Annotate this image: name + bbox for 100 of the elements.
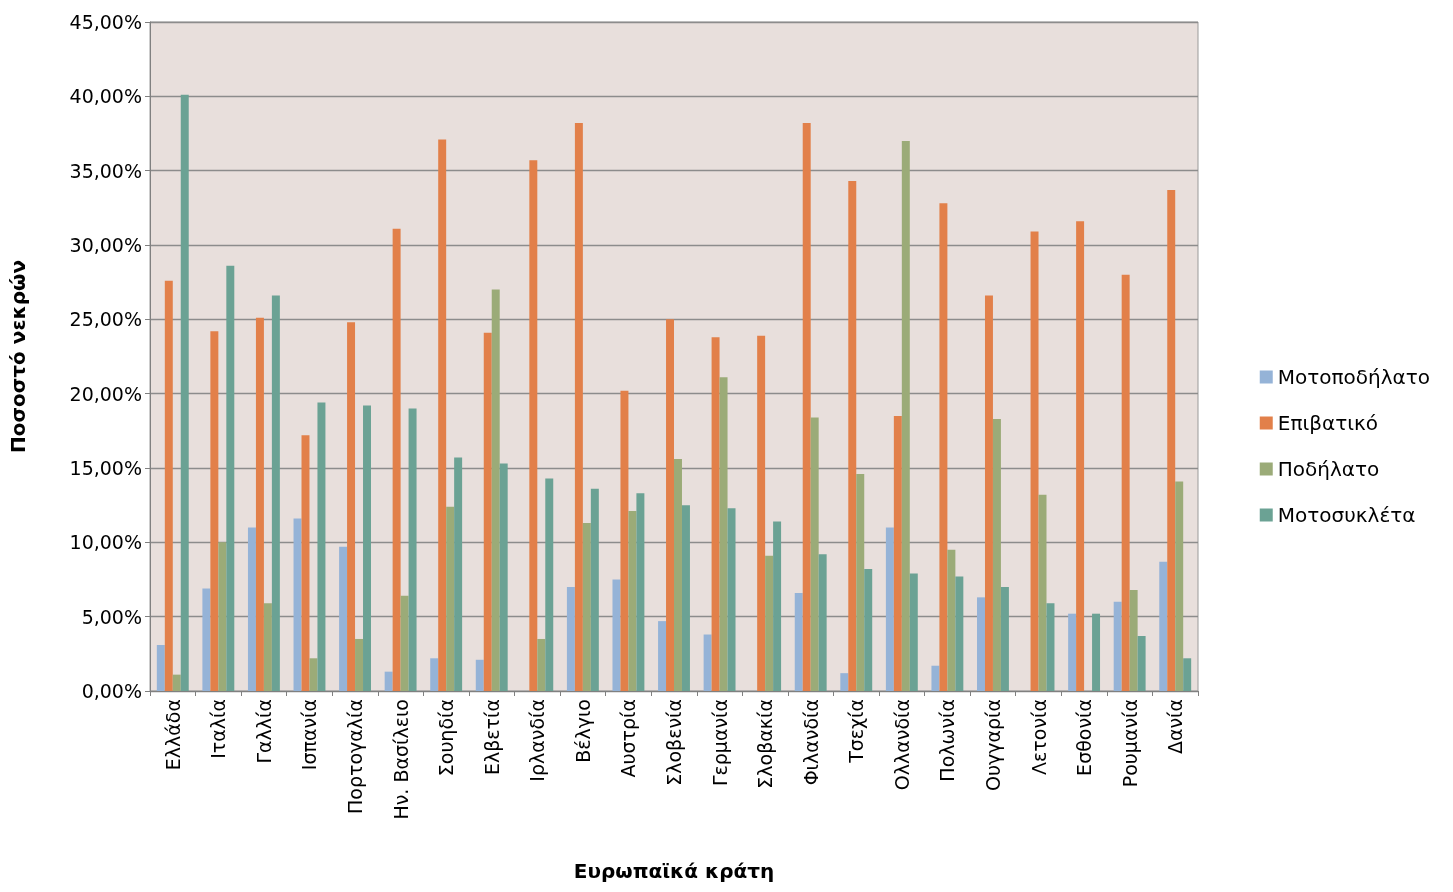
bar: [226, 265, 235, 691]
x-tick-label: Ελβετία: [480, 699, 503, 776]
y-tick-label: 30,00%: [69, 234, 142, 256]
legend-label: Μοτοσυκλέτα: [1277, 503, 1416, 527]
bar: [545, 478, 554, 691]
bar: [210, 331, 219, 691]
bar: [955, 576, 964, 691]
legend-label: Ποδήλατο: [1277, 457, 1380, 481]
bar: [590, 488, 599, 691]
x-axis-title: Ευρωπαϊκά κράτη: [573, 859, 775, 883]
bar: [1076, 221, 1085, 691]
bar: [255, 317, 264, 691]
bar: [363, 405, 371, 691]
legend-label: Μοτοποδήλατο: [1277, 365, 1431, 389]
bar: [355, 638, 364, 691]
bar: [703, 634, 712, 691]
y-tick-label: 45,00%: [69, 11, 142, 33]
bar: [1000, 586, 1009, 691]
bar: [818, 554, 827, 691]
x-tick-label: Δανία: [1164, 699, 1187, 755]
bar: [384, 671, 393, 691]
bar: [1121, 274, 1130, 691]
x-tick-label: Ιρλανδία: [526, 699, 549, 782]
bar: [499, 463, 508, 691]
y-tick-label: 20,00%: [69, 382, 142, 405]
bar: [475, 659, 484, 691]
bar: [727, 508, 736, 691]
bar: [947, 549, 956, 691]
bar: [802, 123, 811, 691]
x-tick-label: Ολλανδία: [890, 699, 913, 791]
bar: [658, 621, 667, 691]
bar: [339, 546, 348, 691]
bar: [1046, 603, 1055, 691]
x-tick-label: Ουγγαρία: [981, 699, 1004, 791]
bar: [794, 592, 803, 691]
bar: [156, 644, 165, 691]
bar: [164, 280, 173, 691]
y-tick-label: 25,00%: [69, 308, 142, 331]
bar: [347, 322, 356, 691]
bar: [885, 527, 894, 691]
bar: [848, 181, 857, 691]
bar: [810, 417, 819, 691]
bar: [180, 94, 189, 691]
y-tick-label: 5,00%: [81, 605, 142, 628]
bar: [1092, 613, 1101, 691]
bar: [856, 473, 865, 691]
bar: [893, 415, 902, 691]
bar: [628, 511, 637, 691]
bar: [681, 505, 690, 691]
bar: [612, 579, 621, 691]
bar: [864, 569, 873, 691]
bar: [1129, 589, 1138, 691]
bar: [620, 390, 629, 691]
y-tick-label: 10,00%: [69, 531, 142, 554]
bar: [574, 123, 583, 691]
bar: [218, 542, 227, 691]
bar: [172, 674, 181, 691]
bar: [773, 521, 782, 691]
y-axis-title: Ποσοστό νεκρών: [6, 259, 30, 454]
bar: [939, 203, 948, 691]
bar: [1068, 613, 1077, 691]
y-tick-label: 0,00%: [81, 680, 142, 702]
x-tick-label: Εσθονία: [1073, 699, 1096, 776]
bar: [992, 418, 1001, 691]
x-tick-label: Γερμανία: [708, 699, 731, 787]
x-tick-label: Αυστρία: [617, 699, 640, 778]
x-tick-label: Ελλάδα: [161, 699, 184, 771]
x-tick-label: Σλοβακία: [754, 699, 777, 789]
bar: [757, 335, 766, 691]
bar: [430, 658, 439, 691]
bar: [1159, 561, 1168, 691]
x-tick-label: Σουηδία: [435, 699, 458, 777]
bar: [582, 523, 591, 691]
x-tick-label: Λετονία: [1027, 699, 1050, 775]
bar: [566, 586, 575, 691]
x-tick-label: Ρουμανία: [1118, 699, 1141, 788]
bar: [666, 319, 674, 691]
y-tick-label: 15,00%: [69, 457, 142, 479]
bar: [483, 332, 492, 691]
bar: [1167, 189, 1176, 691]
x-tick-label: Βέλγιο: [571, 699, 594, 763]
bar: [309, 658, 318, 691]
x-tick-label: Πορτογαλία: [344, 699, 367, 815]
y-tick-label: 40,00%: [69, 85, 142, 108]
bar: [491, 289, 500, 691]
bar: [1030, 231, 1039, 691]
bar: [271, 295, 280, 691]
bar: [454, 457, 463, 691]
bar: [636, 493, 645, 691]
bar: [537, 638, 546, 691]
bar: [901, 140, 910, 691]
x-tick-label: Ην. Βασίλειο: [389, 699, 412, 820]
bar: [408, 408, 417, 691]
bar: [1175, 481, 1184, 691]
bar: [765, 555, 774, 691]
bar: [202, 588, 211, 691]
bar: [400, 595, 409, 691]
x-tick-label: Πολωνία: [936, 699, 959, 782]
x-tick-label: Φιλανδία: [799, 699, 822, 786]
bar: [438, 139, 447, 691]
